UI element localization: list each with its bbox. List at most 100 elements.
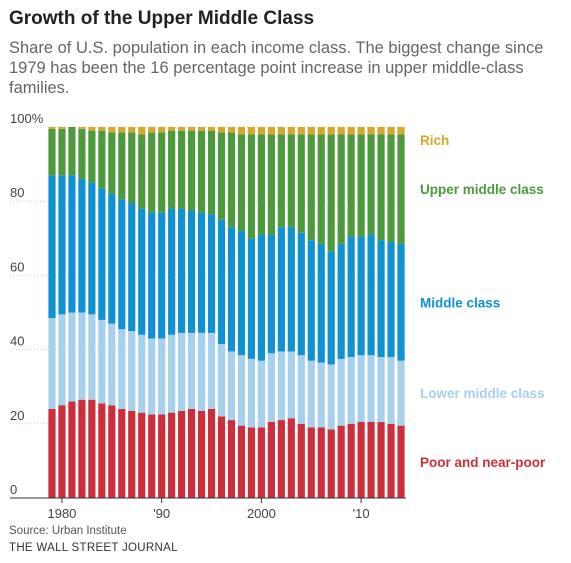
bar-segment [377, 134, 385, 241]
bar-segment [257, 360, 265, 428]
bar-segment [148, 127, 156, 133]
bar-segment [138, 134, 146, 209]
bar-segment [118, 127, 126, 133]
bar-segment [247, 427, 256, 498]
bar-segment [257, 234, 265, 361]
bar-segment [68, 401, 76, 498]
bar-segment [397, 360, 405, 426]
bar-segment [188, 210, 196, 333]
bar-segment [357, 421, 365, 498]
bar-segment [227, 127, 236, 133]
bar-segment [207, 127, 216, 131]
bar-segment [58, 314, 66, 406]
bar-segment [257, 427, 265, 498]
bar-segment [68, 312, 76, 402]
bar-segment [138, 208, 146, 335]
bar-segment [158, 338, 166, 415]
bar-segment [247, 358, 256, 428]
bar-segment [118, 329, 126, 409]
bar-segment [397, 127, 405, 135]
bar-segment [178, 208, 186, 333]
bar-segment [287, 227, 295, 352]
bar-segment [257, 134, 265, 235]
bar-segment [367, 421, 375, 498]
bar-segment [158, 414, 166, 498]
bar-segment [227, 227, 236, 352]
bar-segment [188, 130, 196, 211]
y-tick-label: 40 [10, 334, 24, 349]
bar-segment [48, 408, 56, 498]
bar-segment [197, 212, 206, 333]
bar-segment [317, 362, 325, 428]
bar-segment [377, 127, 385, 135]
bar-segment [307, 240, 315, 361]
bar-segment [387, 127, 395, 135]
bar-segment [387, 134, 395, 243]
bar-segment [118, 408, 126, 498]
bar-segment [207, 332, 216, 409]
bar-segment [377, 240, 385, 358]
bar-segment [267, 234, 275, 354]
bar-segment [108, 405, 116, 498]
bar-segment [168, 127, 176, 131]
bar-segment [267, 421, 275, 498]
bar-segment [78, 128, 86, 179]
bar-segment [287, 351, 295, 419]
bar-segment [168, 208, 176, 335]
bar-segment [367, 234, 375, 356]
bar-segment [188, 408, 196, 498]
bar-segment [128, 203, 136, 332]
bar-segment [287, 418, 295, 498]
axes: 0 20 40 60 80 100% 1980 '90 2000 '10 [10, 111, 406, 521]
bar-segment [307, 427, 315, 498]
y-tick-label: 0 [10, 482, 17, 497]
bar-segment [48, 175, 56, 319]
bar-segment [88, 314, 96, 400]
bar-segment [48, 318, 56, 409]
bar-segment [78, 127, 86, 129]
bar-segment [207, 130, 216, 215]
bar-segment [237, 134, 246, 231]
bar-segment [237, 355, 246, 426]
bar-segment [227, 420, 236, 498]
bar-segment [78, 399, 86, 498]
bar-segment [98, 403, 106, 498]
bar-segment [188, 332, 196, 409]
bar-segment [327, 134, 335, 252]
bar-segment [317, 243, 325, 363]
bar-segment [397, 425, 405, 498]
x-tick-label: 1980 [47, 506, 76, 521]
bar-segment [257, 127, 265, 135]
y-tick-label: 60 [10, 259, 24, 274]
bar-segment [118, 132, 126, 200]
bar-segment [277, 420, 285, 498]
bar-segment [168, 412, 176, 498]
bar-segment [357, 355, 365, 422]
bar-segment [148, 414, 156, 498]
bar-segment [267, 127, 275, 135]
bar-segment [387, 423, 395, 498]
bar-segment [138, 412, 146, 498]
legend: Poor and near-poor Lower middle class Midd… [420, 133, 546, 470]
bar-segment [267, 353, 275, 422]
bar-segment [357, 236, 365, 356]
bar-segment [68, 175, 76, 313]
bar-segment [287, 127, 295, 135]
bar-segment [297, 355, 305, 424]
bar-segment [128, 410, 136, 498]
bar-segment [337, 134, 345, 244]
x-tick-label: 2000 [247, 506, 276, 521]
bar-segment [88, 130, 96, 183]
publisher-name: THE WALL STREET JOURNAL [9, 542, 178, 554]
bar-segment [78, 178, 86, 313]
bar-segment [297, 232, 305, 356]
bar-segment [108, 132, 116, 194]
chart-title: Growth of the Upper Middle Class [9, 8, 315, 29]
bar-segment [207, 214, 216, 333]
bar-segment [247, 238, 256, 359]
bar-segment [88, 127, 96, 131]
bar-segment [317, 134, 325, 244]
bar-segment [158, 212, 166, 339]
series-label: Rich [420, 133, 449, 148]
bar-segment [178, 332, 186, 411]
